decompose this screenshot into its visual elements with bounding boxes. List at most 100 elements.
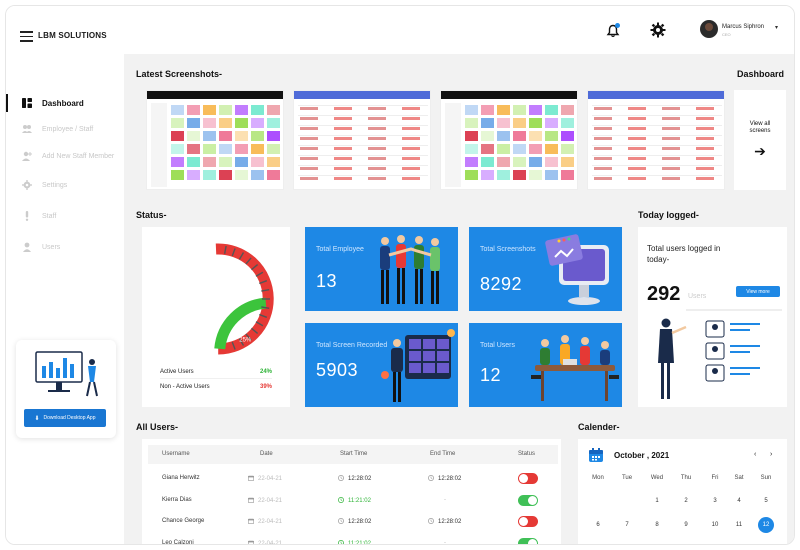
donut-tick	[238, 252, 245, 260]
calendar-day[interactable]: 7	[625, 522, 629, 528]
weekday-label: Thu	[680, 475, 692, 481]
team-illustration-icon	[380, 235, 440, 304]
date-value: 22-04-21	[258, 476, 283, 482]
status-toggle[interactable]	[518, 494, 538, 506]
avatar[interactable]	[700, 20, 718, 38]
dashboard-link[interactable]: Dashboard	[737, 69, 785, 79]
legend-inactive-label: Non - Active Users	[160, 384, 210, 390]
calendar-day[interactable]: 2	[684, 498, 688, 504]
donut-tick	[250, 327, 259, 334]
calendar-day[interactable]: 3	[713, 498, 717, 504]
username-cell: Kierra Dias	[162, 496, 192, 503]
screenshot-thumbnail[interactable]	[587, 90, 725, 190]
calendar-day[interactable]: 9	[684, 522, 688, 528]
tile-total-screen-recorded[interactable]: Total Screen Recorded 5903	[305, 323, 458, 407]
screenshots-title: Latest Screenshots-	[136, 69, 223, 79]
all-users-table: Username Date Start Time End Time Status…	[142, 439, 561, 545]
table-row[interactable]: Leo Calzoni 22-04-21 11:21:02 -	[148, 534, 558, 545]
calendar-day[interactable]: 11	[735, 522, 743, 528]
view-all-screens-button[interactable]: View all screens ➔	[734, 90, 786, 190]
download-desktop-app-button[interactable]: ⬇ Download Desktop App	[24, 409, 106, 427]
calendar-day[interactable]: 4	[737, 498, 741, 504]
end-time-cell: 12:28:02	[428, 518, 461, 525]
sidebar-item-label: Dashboard	[42, 98, 84, 108]
dashboard-icon	[22, 98, 32, 108]
legend-active-pct: 24%	[259, 369, 272, 375]
table-row[interactable]: Giana Herwitz 22-04-21 12:28:02 12:28:02	[148, 469, 558, 491]
sidebar-item-staff[interactable]: Staff	[6, 205, 124, 227]
col-start-time: Start Time	[340, 451, 368, 457]
sidebar: Dashboard Employee / Staff Add New Staff…	[6, 54, 124, 544]
toggle-knob	[519, 517, 528, 526]
weekday-label: Mon	[592, 475, 604, 481]
meeting-illustration-icon	[531, 335, 619, 401]
status-toggle[interactable]	[518, 537, 538, 544]
sidebar-item-add-staff[interactable]: Add New Staff Member	[6, 145, 124, 167]
calendar-day[interactable]: 6	[596, 522, 600, 528]
start-time-value: 11:21:02	[348, 540, 371, 545]
date-cell: 22-04-21	[248, 497, 282, 504]
toggle-knob	[519, 474, 528, 483]
add-user-icon	[22, 151, 32, 161]
view-more-button[interactable]: View more	[736, 286, 780, 297]
tile-label: Total Screen Recorded	[316, 342, 388, 349]
calendar-icon	[248, 540, 254, 544]
sidebar-item-settings[interactable]: Settings	[6, 174, 124, 196]
status-card: 39% 25% Active Users 24% Non - Active Use…	[142, 227, 290, 407]
calendar-day[interactable]: 1	[655, 498, 659, 504]
sidebar-item-label: Staff	[42, 212, 57, 220]
screenshot-thumbnail[interactable]	[440, 90, 578, 190]
username-cell: Giana Herwitz	[162, 475, 200, 481]
screenshot-thumbnail[interactable]	[293, 90, 431, 190]
calendar-day[interactable]: 10	[711, 522, 719, 528]
calendar-day-selected[interactable]: 12	[758, 517, 774, 533]
today-logged-title: Today logged-	[638, 210, 699, 220]
today-logged-unit: Users	[688, 293, 707, 300]
calendar-icon	[248, 475, 254, 481]
user-name[interactable]: Marcus Siphron	[722, 24, 765, 30]
tile-value: 5903	[316, 360, 359, 380]
sidebar-item-employee[interactable]: Employee / Staff	[6, 118, 124, 140]
username-cell: Chance George	[162, 518, 205, 524]
desktop-illustration-icon	[35, 351, 98, 397]
status-toggle[interactable]	[518, 473, 538, 484]
table-header: Username Date Start Time End Time Status	[148, 445, 558, 464]
clock-icon	[338, 496, 344, 503]
donut-label-active: 25%	[239, 338, 252, 344]
sidebar-item-users[interactable]: Users	[6, 236, 124, 258]
status-donut-chart: 39% 25%	[198, 243, 274, 355]
col-status: Status	[518, 451, 536, 457]
donut-tick	[259, 280, 268, 285]
main-content: Latest Screenshots- Dashboard View all s…	[124, 54, 794, 545]
donut-tick	[245, 257, 252, 265]
download-button-label: Download Desktop App	[43, 415, 96, 421]
clock-icon	[338, 475, 344, 481]
col-username: Username	[162, 451, 190, 457]
tile-total-users[interactable]: Total Users 12	[469, 323, 622, 407]
date-value: 22-04-21	[258, 540, 283, 545]
weekday-label: Tue	[621, 475, 633, 481]
table-row[interactable]: Kierra Dias 22-04-21 11:21:02 -	[148, 491, 558, 513]
start-time-value: 11:21:02	[348, 497, 371, 504]
calendar-day[interactable]: 8	[655, 522, 659, 528]
screenshot-thumbnail[interactable]	[146, 90, 284, 190]
menu-icon[interactable]	[20, 31, 33, 42]
tile-total-screenshots[interactable]: Total Screenshots 8292	[469, 227, 622, 311]
calendar-next-button[interactable]: ›	[770, 451, 773, 458]
calendar-widget: October , 2021 ‹ › Mon Tue Wed Thu Fri Sat Sun…	[578, 439, 787, 544]
monitor-illustration-icon	[545, 234, 609, 305]
sidebar-item-dashboard[interactable]: Dashboard	[6, 92, 124, 114]
status-toggle[interactable]	[518, 516, 538, 527]
tile-total-employee[interactable]: Total Employee 13	[305, 227, 458, 311]
start-time-value: 12:28:02	[348, 519, 372, 525]
users-list-illustration-icon	[658, 309, 782, 399]
calendar-prev-button[interactable]: ‹	[754, 451, 757, 458]
gear-icon[interactable]	[650, 22, 666, 38]
calendar-month: October , 2021	[614, 451, 670, 460]
donut-tick	[255, 271, 264, 277]
chevron-down-icon[interactable]: ▾	[775, 25, 779, 31]
calendar-day[interactable]: 5	[764, 498, 768, 504]
toggle-knob	[528, 495, 537, 505]
table-row[interactable]: Chance George 22-04-21 12:28:02 12:28:02	[148, 512, 558, 534]
download-app-card: ⬇ Download Desktop App	[16, 340, 116, 438]
